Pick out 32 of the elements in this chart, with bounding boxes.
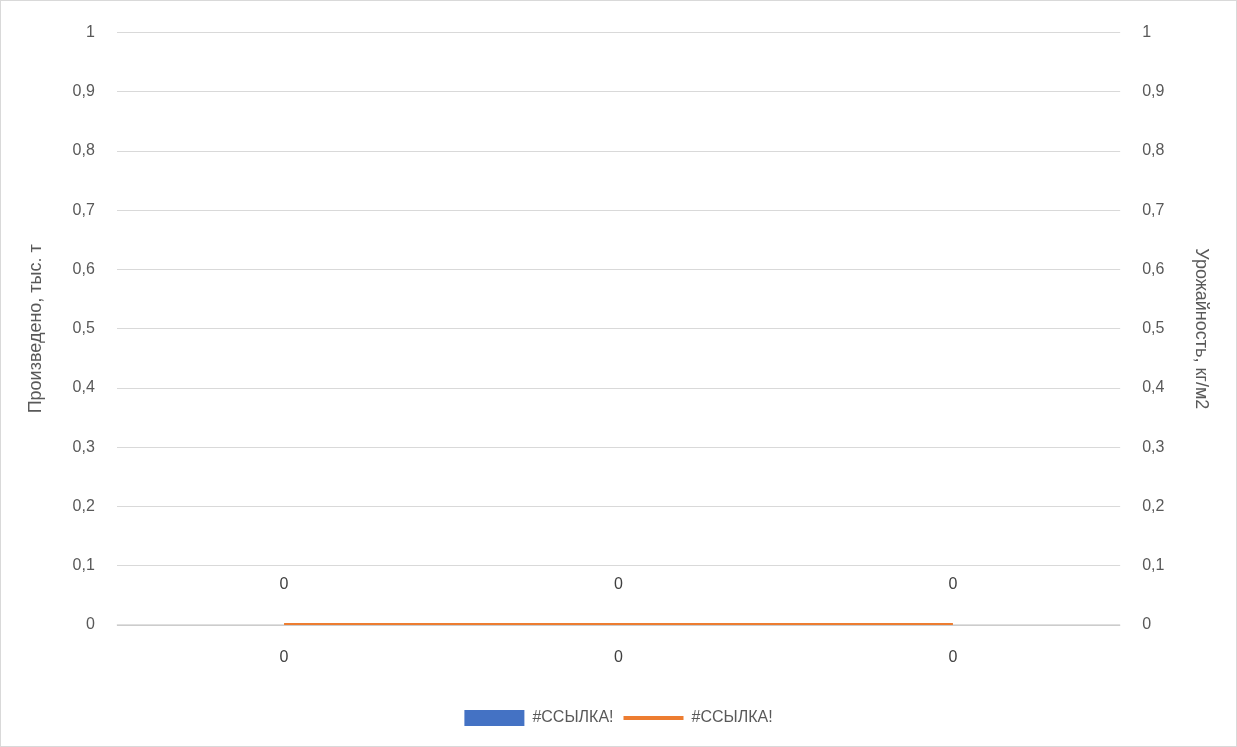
y-tick-label: 1 [85,23,95,41]
data-label: 0 [948,648,958,666]
y-tick-label: 0,2 [72,496,95,514]
y-tick-label: 0,9 [72,82,95,100]
y2-tick-label: 0,6 [1142,259,1165,277]
data-label: 0 [279,575,289,593]
y-tick-label: 0,5 [72,319,95,337]
data-label: 0 [279,648,289,666]
y-tick-label: 0,6 [72,259,95,277]
y-axis-title: Произведено, тыс. т [24,244,45,414]
y2-tick-label: 0,1 [1142,556,1165,574]
y-tick-label: 0,3 [72,437,95,455]
y2-tick-label: 0,4 [1142,378,1165,396]
y-tick-label: 0,4 [72,378,95,396]
y2-tick-label: 0,2 [1142,496,1165,514]
data-label: 0 [948,575,958,593]
y2-tick-label: 0,3 [1142,437,1165,455]
legend-label: #ССЫЛКА! [691,708,773,726]
y2-axis-title: Урожайность, кг/м2 [1192,248,1213,410]
y-tick-label: 0 [85,615,95,633]
y-tick-label: 0,8 [72,141,95,159]
y-tick-label: 0,7 [72,200,95,218]
y2-tick-label: 1 [1142,23,1152,41]
y2-tick-label: 0,5 [1142,319,1165,337]
data-label: 0 [614,575,624,593]
data-label: 0 [614,648,624,666]
y2-tick-label: 0,8 [1142,141,1165,159]
y2-tick-label: 0,7 [1142,200,1165,218]
y2-tick-label: 0 [1142,615,1152,633]
y2-tick-label: 0,9 [1142,82,1165,100]
y-tick-label: 0,1 [72,556,95,574]
legend-label: #ССЫЛКА! [532,708,614,726]
